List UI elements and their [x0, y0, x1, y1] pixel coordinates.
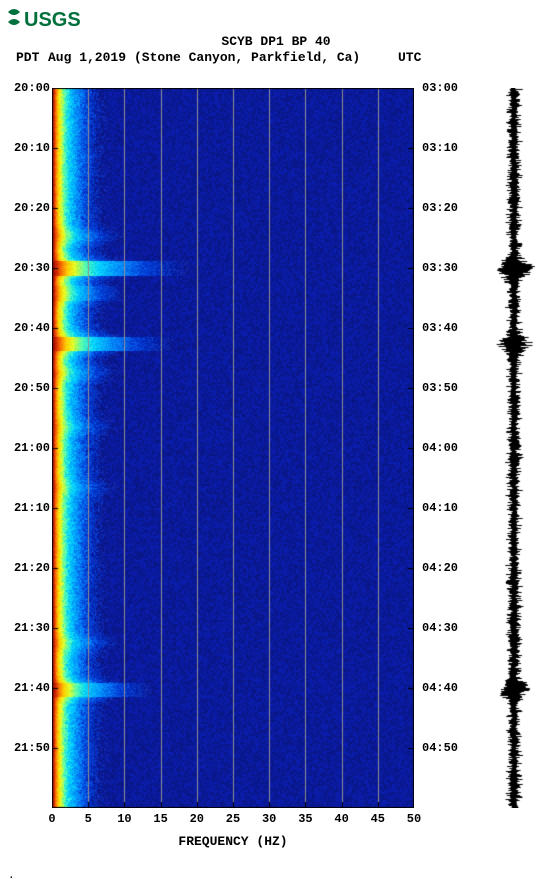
pdt-tick: 21:10 — [0, 501, 54, 515]
pdt-tick: 21:30 — [0, 621, 54, 635]
pdt-tick: 20:30 — [0, 261, 54, 275]
pdt-tick: 20:50 — [0, 381, 54, 395]
freq-tick: 35 — [298, 812, 312, 826]
utc-tick: 04:40 — [418, 681, 472, 695]
utc-tick: 04:20 — [418, 561, 472, 575]
pdt-tick: 21:40 — [0, 681, 54, 695]
utc-tick: 04:00 — [418, 441, 472, 455]
seismogram — [490, 88, 538, 808]
spectrogram-canvas — [52, 88, 414, 808]
freq-tick: 15 — [153, 812, 167, 826]
spectrogram — [52, 88, 414, 808]
pdt-tick: 20:10 — [0, 141, 54, 155]
freq-tick: 10 — [117, 812, 131, 826]
freq-tick: 50 — [407, 812, 421, 826]
frequency-axis-label: FREQUENCY (HZ) — [52, 834, 414, 849]
freq-tick: 20 — [190, 812, 204, 826]
time-axis-utc: 03:0003:1003:2003:3003:4003:5004:0004:10… — [418, 88, 468, 808]
freq-tick: 0 — [48, 812, 55, 826]
logo-text: USGS — [24, 9, 81, 31]
pdt-tick: 20:00 — [0, 81, 54, 95]
time-axis-pdt: 20:0020:1020:2020:3020:4020:5021:0021:10… — [0, 88, 50, 808]
freq-tick: 40 — [334, 812, 348, 826]
freq-tick: 30 — [262, 812, 276, 826]
pdt-tick: 21:50 — [0, 741, 54, 755]
utc-tick: 03:20 — [418, 201, 472, 215]
location: (Stone Canyon, Parkfield, Ca) — [134, 50, 360, 65]
usgs-logo: USGS — [6, 6, 98, 32]
freq-tick: 5 — [85, 812, 92, 826]
tz-right: UTC — [398, 50, 421, 65]
pdt-tick: 20:20 — [0, 201, 54, 215]
date: Aug 1,2019 — [48, 50, 126, 65]
seismogram-canvas — [490, 88, 538, 808]
tz-left: PDT — [16, 50, 39, 65]
utc-tick: 03:10 — [418, 141, 472, 155]
utc-tick: 04:10 — [418, 501, 472, 515]
station-line: SCYB DP1 BP 40 — [0, 34, 552, 50]
utc-tick: 04:30 — [418, 621, 472, 635]
footer-mark: . — [8, 870, 15, 882]
freq-tick: 45 — [371, 812, 385, 826]
pdt-tick: 21:00 — [0, 441, 54, 455]
utc-tick: 03:30 — [418, 261, 472, 275]
utc-tick: 03:00 — [418, 81, 472, 95]
pdt-tick: 21:20 — [0, 561, 54, 575]
utc-tick: 04:50 — [418, 741, 472, 755]
pdt-tick: 20:40 — [0, 321, 54, 335]
utc-tick: 03:50 — [418, 381, 472, 395]
utc-tick: 03:40 — [418, 321, 472, 335]
freq-tick: 25 — [226, 812, 240, 826]
